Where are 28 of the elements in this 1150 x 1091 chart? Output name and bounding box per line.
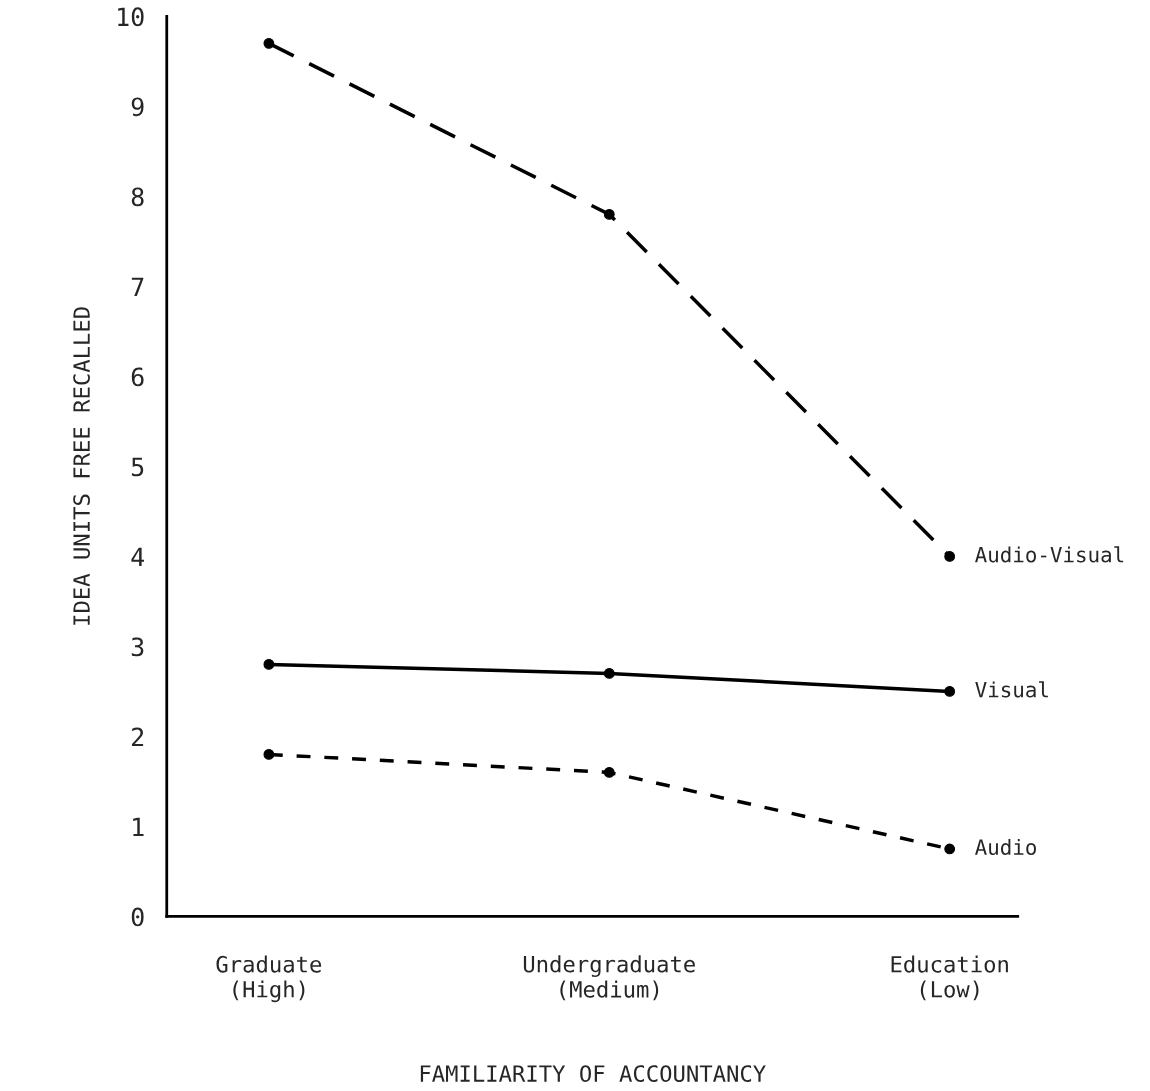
point <box>263 37 275 49</box>
y-tick-label: 3 <box>131 637 144 657</box>
point <box>603 209 615 220</box>
y-axis-title: IDEA UNITS FREE RECALLED <box>73 307 90 625</box>
x-axis-title: FAMILIARITY OF ACCOUNTANCY <box>420 1065 766 1082</box>
y-tick-label: 8 <box>131 187 144 207</box>
y-tick-label: 5 <box>131 457 144 477</box>
y-tick-label: 1 <box>133 817 144 836</box>
series-label: Visual <box>975 681 1048 698</box>
point <box>263 749 275 760</box>
y-tick-label: 10 <box>118 7 144 27</box>
x-tick-label: Graduate (High) <box>216 955 322 1003</box>
series-label: Audio <box>975 838 1036 856</box>
y-tick-label: 0 <box>131 907 144 927</box>
x-tick-label: Education (Low) <box>891 955 1008 1001</box>
point <box>944 843 956 855</box>
point <box>603 767 615 778</box>
y-tick-label: 9 <box>131 97 144 117</box>
y-tick-label: 2 <box>132 727 144 746</box>
y-tick-label: 4 <box>131 547 145 566</box>
point <box>944 551 956 562</box>
series-label: Audio-Visual <box>975 546 1124 563</box>
y-tick-label: 6 <box>131 367 144 387</box>
x-tick-label: Undergraduate (Medium) <box>523 955 695 1001</box>
y-tick-label: 7 <box>131 277 144 296</box>
point <box>603 668 615 679</box>
point <box>944 686 956 697</box>
point <box>263 659 275 670</box>
